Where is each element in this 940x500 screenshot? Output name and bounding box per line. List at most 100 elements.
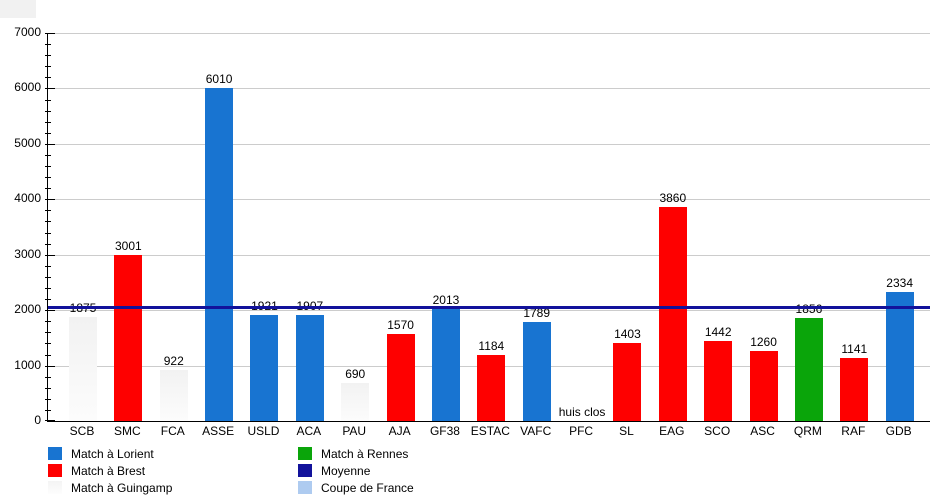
y-axis-major-tick <box>45 33 55 34</box>
bar-value-label: 1141 <box>841 341 868 356</box>
y-axis-minor-tick <box>45 110 51 112</box>
x-tick-label: PAU <box>342 424 367 438</box>
x-tick-label: SCO <box>704 424 731 438</box>
y-axis-minor-tick <box>45 210 51 212</box>
y-axis-minor-tick <box>45 387 51 389</box>
x-tick-label: ESTAC <box>470 424 510 438</box>
y-axis-minor-tick <box>45 398 51 400</box>
bar-value-label: 922 <box>163 353 184 368</box>
bar <box>613 343 642 421</box>
y-axis-minor-tick <box>45 177 51 179</box>
y-axis-minor-tick <box>45 55 51 57</box>
x-tick-label: ASC <box>750 424 775 438</box>
y-axis-major-tick <box>45 310 55 312</box>
gridline <box>48 310 930 312</box>
legend-swatch-lorient <box>48 447 62 460</box>
y-axis-minor-tick <box>45 232 51 234</box>
x-tick-label: VAFC <box>520 424 552 438</box>
y-axis-minor-tick <box>45 166 51 168</box>
y-axis-minor-tick <box>45 276 51 278</box>
bar-value-label: 3860 <box>659 191 687 206</box>
bar <box>749 351 778 421</box>
bar <box>295 315 324 421</box>
y-axis-minor-tick <box>45 332 51 334</box>
legend-swatch-moyenne <box>298 464 312 477</box>
y-axis-minor-tick <box>45 121 51 123</box>
y-axis-minor-tick <box>45 299 51 301</box>
bar-value-label: huis clos <box>558 405 606 419</box>
x-tick-label: SL <box>619 424 634 438</box>
y-tick-label: 6000 <box>14 80 41 95</box>
legend-swatch-guingamp <box>48 481 62 494</box>
x-tick-label: PFC <box>569 424 594 438</box>
y-tick-label: 2000 <box>14 302 41 317</box>
y-axis-major-tick <box>45 199 55 201</box>
bar <box>704 341 733 421</box>
y-axis-minor-tick <box>45 132 51 134</box>
x-tick-label: SCB <box>69 424 95 438</box>
y-axis-minor-tick <box>45 188 51 190</box>
y-axis-major-tick <box>45 143 55 145</box>
y-axis-major-tick <box>45 420 55 421</box>
y-axis-minor-tick <box>45 343 51 345</box>
bar-value-label: 2013 <box>432 293 460 308</box>
y-tick-label: 7000 <box>14 25 41 39</box>
y-axis-major-tick <box>45 365 55 367</box>
x-tick-label: ACA <box>296 424 322 438</box>
plot-area: 1875300192260101921190769015702013118417… <box>45 33 930 422</box>
bar-value-label: 3001 <box>115 238 142 253</box>
legend-label: Match à Brest <box>71 464 146 478</box>
x-tick-label: SMC <box>114 424 141 438</box>
gridline <box>48 143 930 145</box>
legend-label: Match à Lorient <box>71 447 154 461</box>
bar <box>205 87 234 421</box>
y-axis-minor-tick <box>45 265 51 267</box>
bar <box>522 321 551 421</box>
bar-value-label: 1260 <box>750 335 777 350</box>
y-axis-minor-tick <box>45 376 51 378</box>
bar-value-label: 6010 <box>205 71 233 86</box>
y-axis-minor-tick <box>45 321 51 323</box>
bar-value-label: 690 <box>345 366 366 381</box>
y-axis-minor-tick <box>45 409 51 411</box>
y-axis-minor-tick <box>45 77 51 79</box>
bar <box>658 207 687 421</box>
bar-value-label: 1907 <box>274 299 346 313</box>
bar-value-label: 1184 <box>478 339 505 354</box>
bar <box>69 317 97 421</box>
bar-value-label: 1442 <box>704 325 732 340</box>
y-tick-label: 0 <box>34 413 41 427</box>
legend-label: Match à Rennes <box>321 447 409 461</box>
y-tick-label: 3000 <box>14 246 41 261</box>
bar-value-label: 1403 <box>614 327 641 342</box>
bar-value-label: 2334 <box>886 275 913 290</box>
y-axis-minor-tick <box>45 354 51 356</box>
bar <box>840 357 869 421</box>
y-axis-minor-tick <box>45 44 51 46</box>
y-axis-minor-tick <box>45 66 51 68</box>
x-tick-label: RAF <box>841 424 866 438</box>
y-axis-major-tick <box>45 254 55 256</box>
gridline <box>48 254 930 256</box>
x-tick-label: GDB <box>885 424 912 438</box>
y-axis-minor-tick <box>45 99 51 101</box>
y-tick-label: 1000 <box>14 357 41 372</box>
average-line <box>48 306 930 310</box>
legend-swatch-brest <box>48 464 62 477</box>
bar <box>794 318 823 421</box>
gridline <box>48 199 930 201</box>
bar <box>386 333 415 421</box>
bar <box>159 369 188 421</box>
gridline <box>48 88 930 90</box>
y-axis-minor-tick <box>45 221 51 223</box>
bar-value-label: 1570 <box>387 317 414 332</box>
legend-swatch-coupe <box>298 481 312 494</box>
x-tick-label: GF38 <box>429 424 460 438</box>
x-tick-label: AJA <box>388 424 411 438</box>
y-axis-minor-tick <box>45 243 51 245</box>
legend-label: Coupe de France <box>321 481 414 495</box>
legend-swatch-rennes <box>298 447 312 460</box>
y-axis-minor-tick <box>45 154 51 156</box>
bar <box>885 291 914 421</box>
